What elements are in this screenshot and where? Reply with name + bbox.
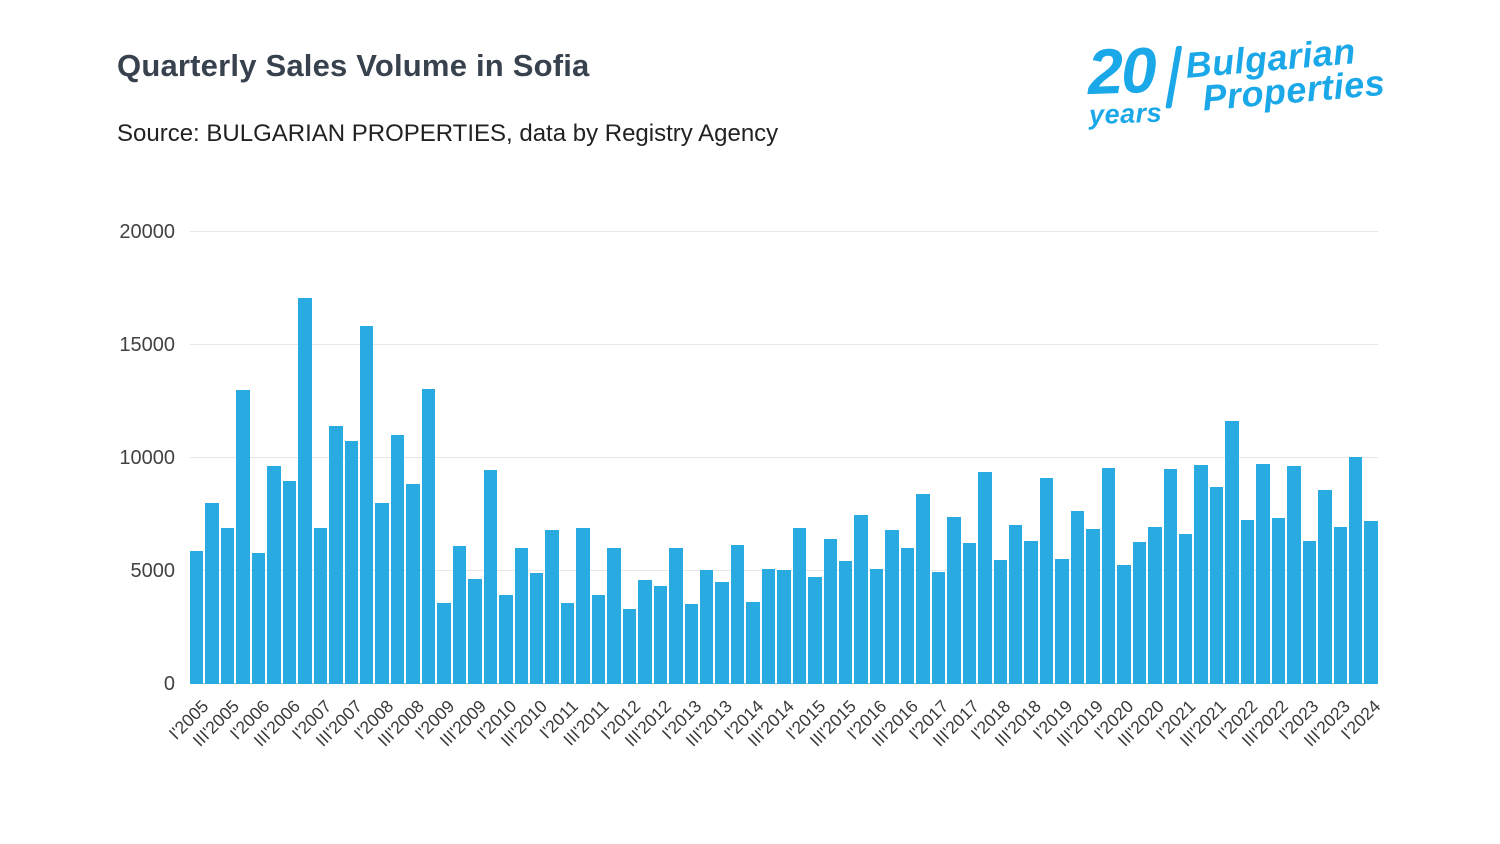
bars [190,232,1378,684]
bar-II'2019 [1070,511,1085,684]
bar-III'2012 [653,585,668,684]
bar-III'2013 [715,582,729,684]
bar-III'2018 [1024,540,1038,684]
bar-IV'2020 [1163,469,1177,684]
bar-IV'2016 [916,494,930,684]
bar-II'2011 [576,528,590,684]
bar-II'2020 [1132,541,1147,684]
bar-I'2005 [190,550,204,684]
bar-IV'2018 [1039,478,1054,684]
bar-III'2009 [468,578,482,684]
bar-I'2008 [375,503,389,684]
bar-I'2023 [1302,540,1317,684]
bar-IV'2022 [1287,465,1301,684]
gridline-15000 [190,344,1378,345]
plot-area [190,231,1378,684]
gridline-20000 [190,231,1378,232]
bar-I'2019 [1055,558,1069,684]
bar-IV'2017 [978,471,992,684]
bar-I'2022 [1240,520,1255,684]
bar-I'2024 [1364,521,1378,684]
bar-II'2005 [205,503,219,684]
bar-III'2007 [344,441,358,684]
y-tick-label-5000: 5000 [130,560,176,582]
bar-III'2023 [1333,526,1347,684]
bar-I'2012 [622,609,637,684]
bar-IV'2008 [421,389,436,684]
bar-I'2021 [1179,533,1193,684]
bar-II'2023 [1318,489,1332,684]
bar-II'2016 [885,530,899,684]
bar-I'2018 [993,559,1008,684]
bar-II'2015 [823,539,838,684]
y-tick-label-20000: 20000 [119,221,175,243]
bar-IV'2007 [359,325,374,684]
y-axis-labels: 0 5000 10000 15000 20000 [105,221,176,695]
bar-III'2021 [1209,487,1224,684]
bar-III'2010 [529,573,544,684]
bar-IV'2014 [792,528,807,684]
bar-II'2007 [329,426,343,684]
bar-I'2006 [251,552,266,684]
x-axis-labels: I'2005 III'2005 I'2006 III'2006 I'2007 III'20… [164,688,1384,778]
bar-III'2014 [777,569,791,684]
bar-II'2022 [1256,463,1270,684]
bar-III'2017 [962,542,977,684]
bar-IV'2011 [607,548,621,684]
y-tick-label-0: 0 [163,673,175,695]
bar-III'2011 [591,594,606,684]
bar-III'2015 [839,560,853,684]
bar-IV'2005 [236,390,250,684]
bar-IV'2023 [1348,456,1363,684]
bar-I'2011 [560,602,575,684]
bar-III'2006 [282,480,297,684]
bar-I'2010 [499,594,513,684]
bar-III'2022 [1271,517,1286,684]
y-tick-label-15000: 15000 [119,334,175,356]
page-title: Quarterly Sales Volume in Sofia [117,48,590,83]
bar-I'2007 [313,528,328,684]
bar-I'2017 [931,572,946,684]
bar-I'2013 [684,603,698,684]
bar-III'2019 [1086,529,1100,684]
bar-I'2015 [808,576,822,684]
bar-II'2013 [699,569,714,684]
bar-IV'2015 [854,514,868,684]
bar-III'2016 [900,548,915,684]
bar-II'2008 [390,435,405,684]
bar-IV'2010 [545,530,559,684]
bar-I'2014 [746,601,760,684]
bar-II'2009 [452,546,467,684]
gridline-10000 [190,457,1378,458]
bar-IV'2012 [669,548,683,684]
source-text: Source: BULGARIAN PROPERTIES, data by Re… [117,120,779,147]
bar-II'2018 [1009,524,1023,684]
bar-II'2017 [947,516,961,684]
bar-III'2008 [406,484,420,684]
bar-III'2020 [1148,526,1162,684]
bar-IV'2021 [1225,420,1239,684]
bar-IV'2019 [1101,468,1116,684]
bar-I'2009 [437,602,451,684]
bar-II'2010 [514,548,528,684]
bar-II'2014 [761,568,776,684]
bar-I'2016 [869,568,884,684]
bar-IV'2009 [483,470,498,684]
bar-IV'2006 [298,297,312,684]
bar-II'2021 [1194,464,1208,684]
y-tick-label-10000: 10000 [119,447,175,469]
bar-II'2006 [267,465,281,684]
bar-III'2005 [220,528,235,684]
bar-IV'2013 [730,545,745,684]
bar-II'2012 [638,580,652,684]
bar-I'2020 [1117,565,1131,684]
